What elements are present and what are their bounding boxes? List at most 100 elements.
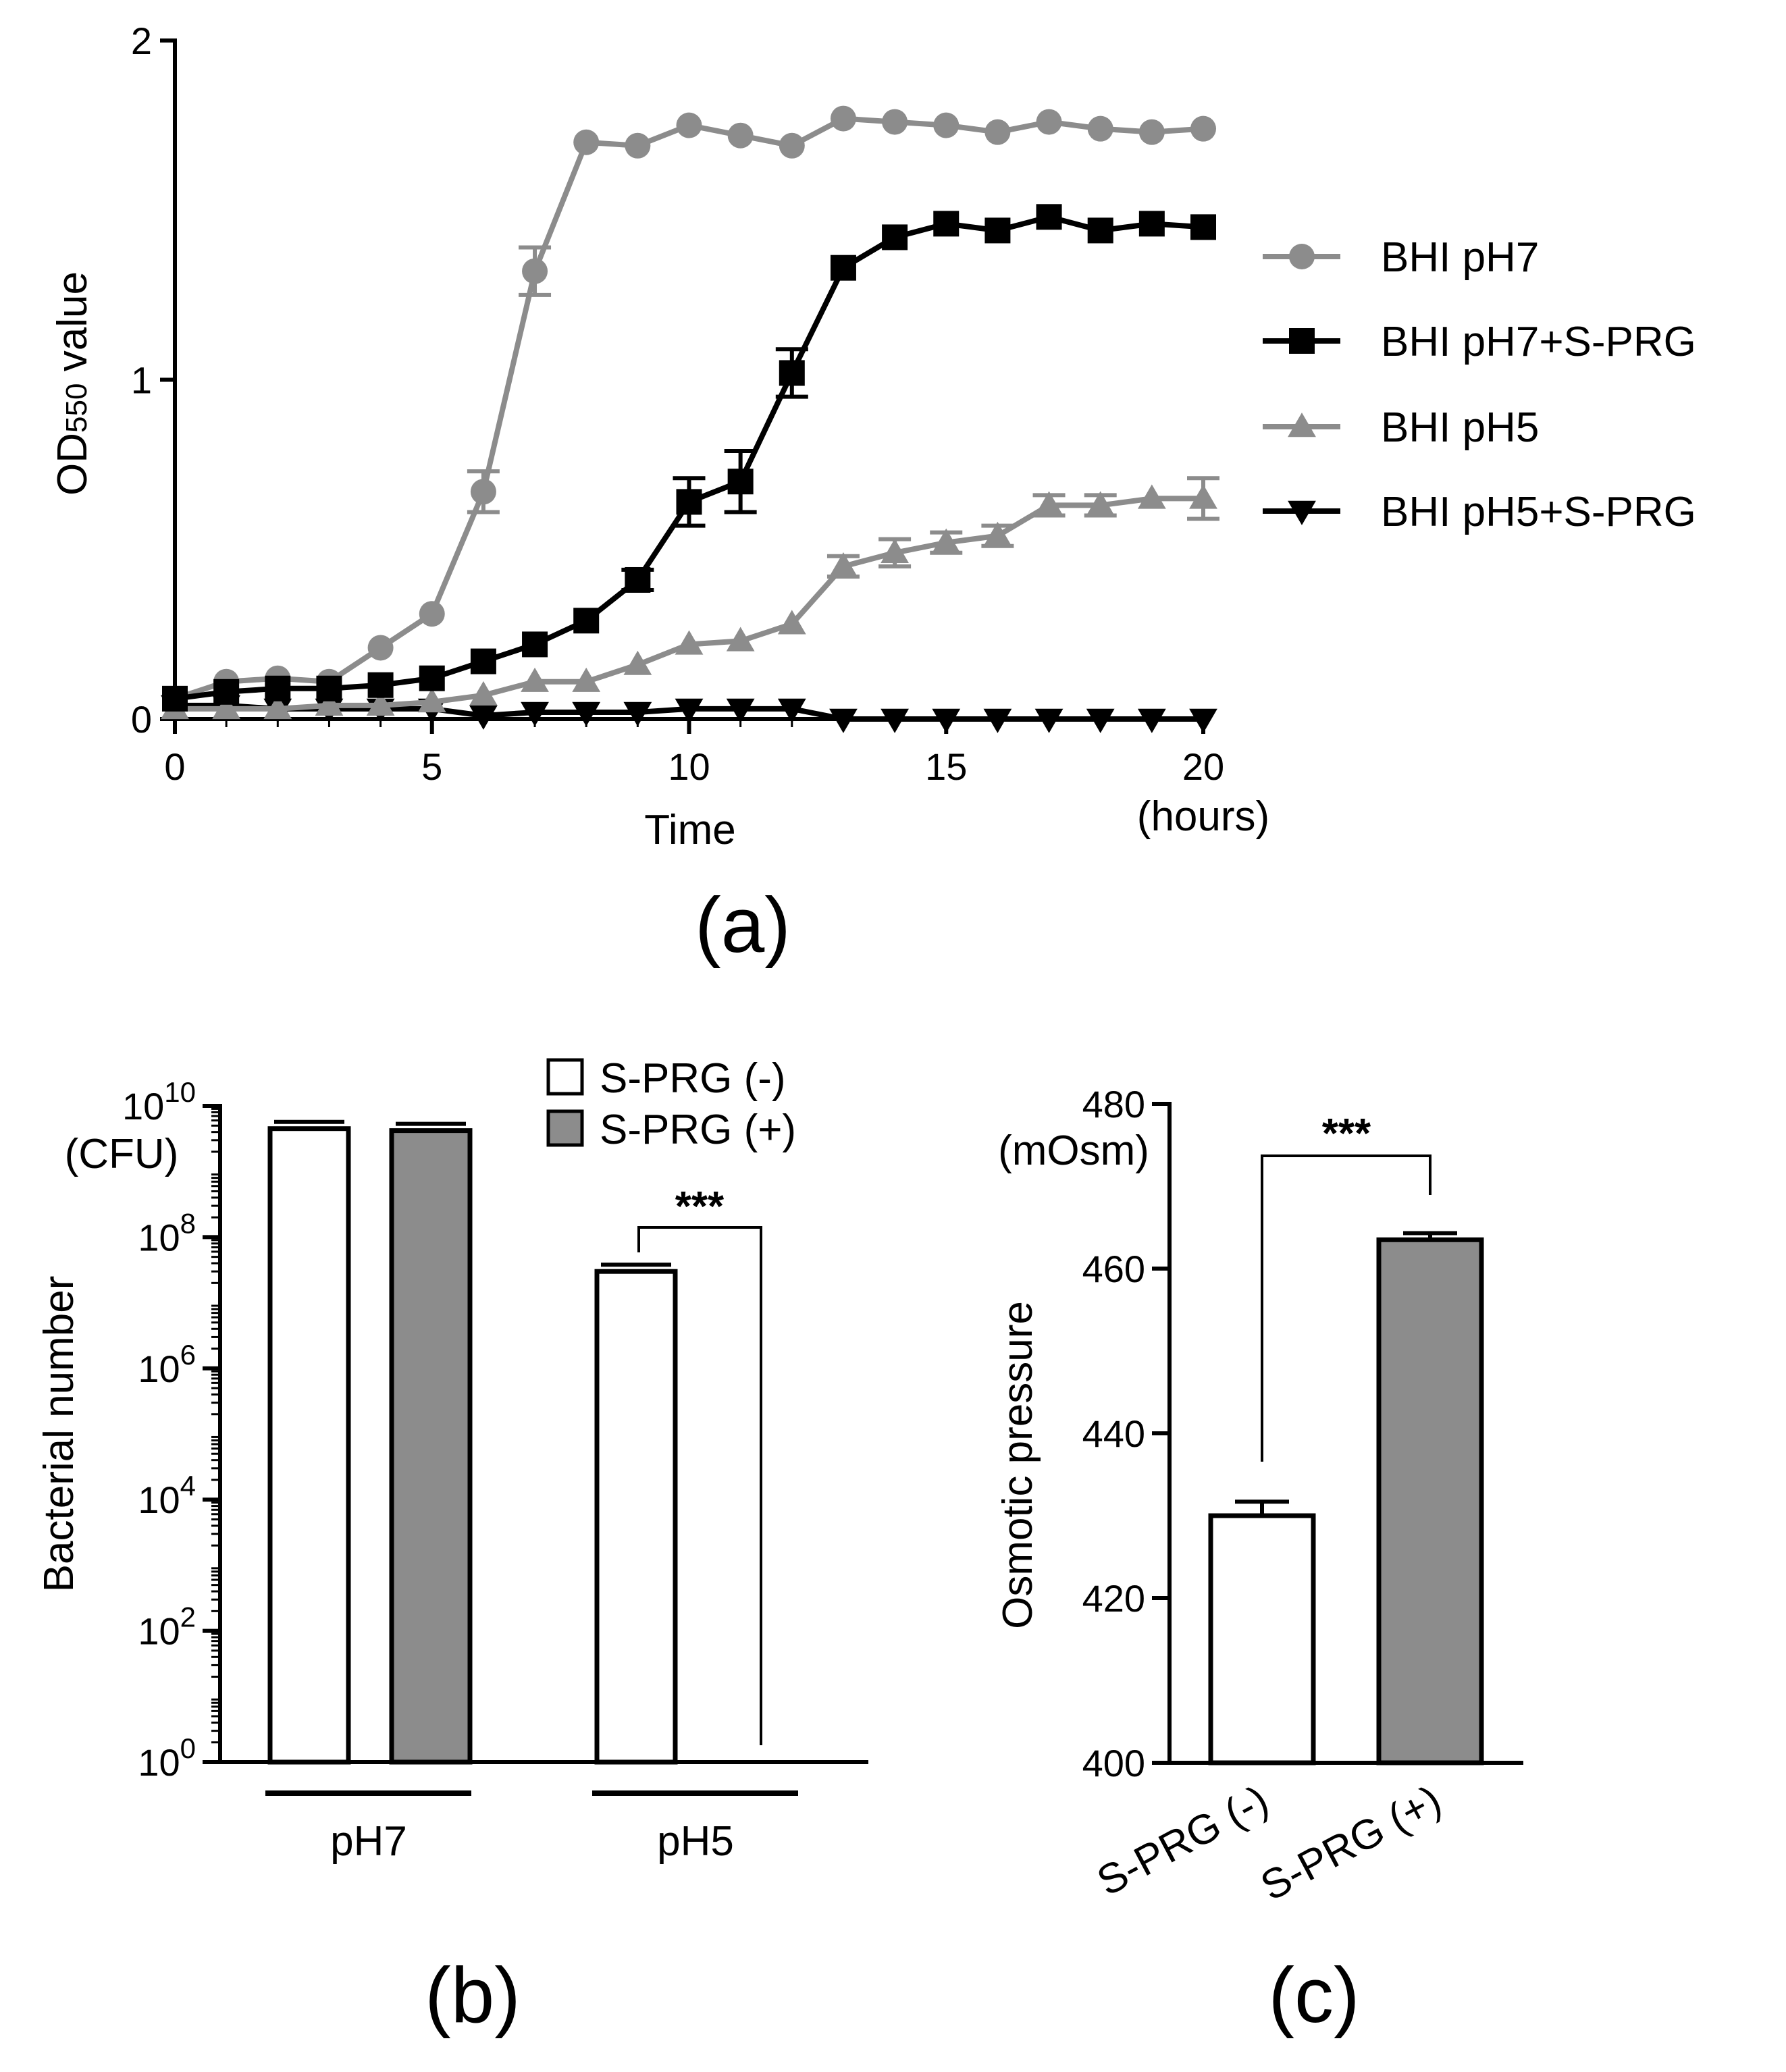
panel-a-data-point: [727, 122, 754, 149]
panel-a-data-point: [1138, 119, 1165, 145]
panel-a-data-point: [779, 132, 805, 159]
panel-a-data-point: [212, 695, 241, 720]
panel-a-x-tick-label: 20: [1182, 745, 1224, 788]
panel-a-label: (a): [695, 881, 791, 969]
panel-a-series-1: [162, 204, 1216, 712]
panel-a-data-point: [676, 489, 702, 515]
panel-a-data-point: [829, 552, 858, 577]
panel-b-y-unit: (CFU): [65, 1131, 179, 1177]
panel-c-category-1: S-PRG (+): [1253, 1776, 1448, 1910]
panel-a-data-point: [470, 479, 496, 505]
panel-a-data-point: [1034, 491, 1063, 516]
panel-a-data-point: [933, 211, 960, 237]
panel-c-y-tick-label: 400: [1082, 1742, 1145, 1784]
panel-c-y-tick-label: 460: [1082, 1248, 1145, 1290]
panel-a-data-point: [1189, 484, 1217, 509]
panel-c-category-0: S-PRG (-): [1090, 1776, 1276, 1905]
panel-b-bar-chart: 100 102 104 106 108 1010 (CFU) Bacterial numb…: [36, 1055, 868, 2039]
panel-a-x-unit: (hours): [1137, 793, 1269, 840]
panel-a-data-point: [1137, 484, 1166, 509]
panel-a-x-label: Time: [644, 807, 735, 853]
panel-a-data-point: [881, 708, 909, 733]
panel-a-data-point: [1086, 491, 1115, 516]
panel-a-data-point: [779, 360, 805, 386]
panel-b-y-tick-label: 100: [138, 1732, 196, 1784]
panel-a-data-point: [881, 538, 909, 563]
panel-a-series-0: [162, 105, 1216, 712]
panel-a-data-point: [469, 705, 498, 730]
panel-a-data-point: [162, 685, 188, 712]
panel-a-data-point: [419, 601, 445, 627]
panel-a-data-point: [572, 701, 601, 726]
panel-a-data-point: [1036, 204, 1062, 230]
panel-a-data-point: [984, 119, 1011, 145]
panel-a-legend-marker: [1289, 244, 1315, 269]
panel-a-data-point: [522, 258, 548, 284]
panel-c-significance-stars: ***: [1322, 1111, 1371, 1157]
panel-c-y-tick-label: 440: [1082, 1412, 1145, 1455]
panel-a-data-point: [521, 701, 549, 726]
panel-b-category-ph5: pH5: [657, 1818, 734, 1865]
panel-a-data-point: [366, 691, 395, 716]
panel-a-data-point: [623, 650, 652, 675]
panel-a-data-point: [1086, 708, 1115, 733]
panel-a-data-point: [469, 681, 498, 706]
panel-c-y-tick-label: 420: [1082, 1577, 1145, 1620]
panel-a-data-point: [1087, 115, 1113, 142]
panel-a-data-point: [470, 648, 496, 674]
panel-c-y-unit: (mOsm): [998, 1127, 1149, 1174]
panel-a-data-point: [676, 112, 702, 138]
panel-b-y-tick-label: 108: [138, 1207, 196, 1258]
panel-a-data-point: [777, 698, 806, 723]
panel-c-label: (c): [1268, 1951, 1359, 2039]
panel-a-data-point: [829, 708, 858, 733]
panel-b-legend-label-1: S-PRG (+): [600, 1107, 796, 1153]
panel-a-y-tick-label: 1: [131, 359, 152, 402]
panel-a-x-tick-label: 0: [164, 745, 185, 788]
panel-a-data-point: [1190, 214, 1216, 240]
panel-a-data-point: [932, 528, 961, 553]
panel-b-label: (b): [425, 1951, 521, 2039]
panel-a-data-point: [522, 631, 548, 658]
panel-a-data-point: [316, 675, 342, 701]
panel-a-data-point: [882, 224, 908, 250]
panel-a-data-point: [1189, 708, 1217, 733]
panel-a-data-point: [675, 698, 704, 723]
panel-a-x-tick-label: 5: [421, 745, 442, 788]
panel-a-legend-label: BHI pH5+S-PRG: [1381, 489, 1696, 535]
panel-a-data-point: [1190, 115, 1216, 142]
panel-a-legend-label: BHI pH7+S-PRG: [1381, 319, 1696, 365]
panel-a-data-point: [417, 687, 446, 713]
panel-b-legend-swatch-0: [546, 1058, 584, 1096]
panel-c-bar: [1376, 1237, 1484, 1765]
panel-a-legend-label: BHI pH5: [1381, 404, 1539, 451]
panel-a-y-tick-label: 0: [131, 698, 152, 741]
panel-a-data-point: [265, 675, 291, 701]
panel-a-data-point: [213, 679, 240, 705]
panel-a-y-label: OD550 value: [49, 271, 96, 496]
panel-a-data-point: [625, 566, 651, 593]
panel-c-significance-bracket: [1261, 1154, 1432, 1462]
panel-a-data-point: [1034, 708, 1063, 733]
panel-a-data-point: [572, 667, 601, 692]
panel-b-y-tick-label: 106: [138, 1339, 196, 1390]
panel-b-category-ph7: pH7: [330, 1818, 407, 1865]
panel-a-data-point: [419, 665, 445, 691]
panel-a-data-point: [367, 672, 394, 698]
panel-a-data-point: [675, 630, 704, 655]
panel-b-bar: [594, 1269, 678, 1765]
panel-a-data-point: [1036, 109, 1062, 135]
panel-a-data-point: [830, 105, 856, 132]
panel-a-data-point: [983, 521, 1012, 546]
panel-a-x-tick-label: 10: [668, 745, 710, 788]
panel-b-significance-stars: ***: [675, 1184, 725, 1230]
panel-a-data-point: [777, 610, 806, 635]
panel-b-legend-label-0: S-PRG (-): [600, 1055, 786, 1102]
panel-a-data-point: [573, 129, 600, 155]
panel-a-data-point: [984, 217, 1011, 244]
panel-b-y-tick-label: 1010: [122, 1076, 196, 1127]
panel-c-y-label: Osmotic pressure: [995, 1301, 1041, 1629]
